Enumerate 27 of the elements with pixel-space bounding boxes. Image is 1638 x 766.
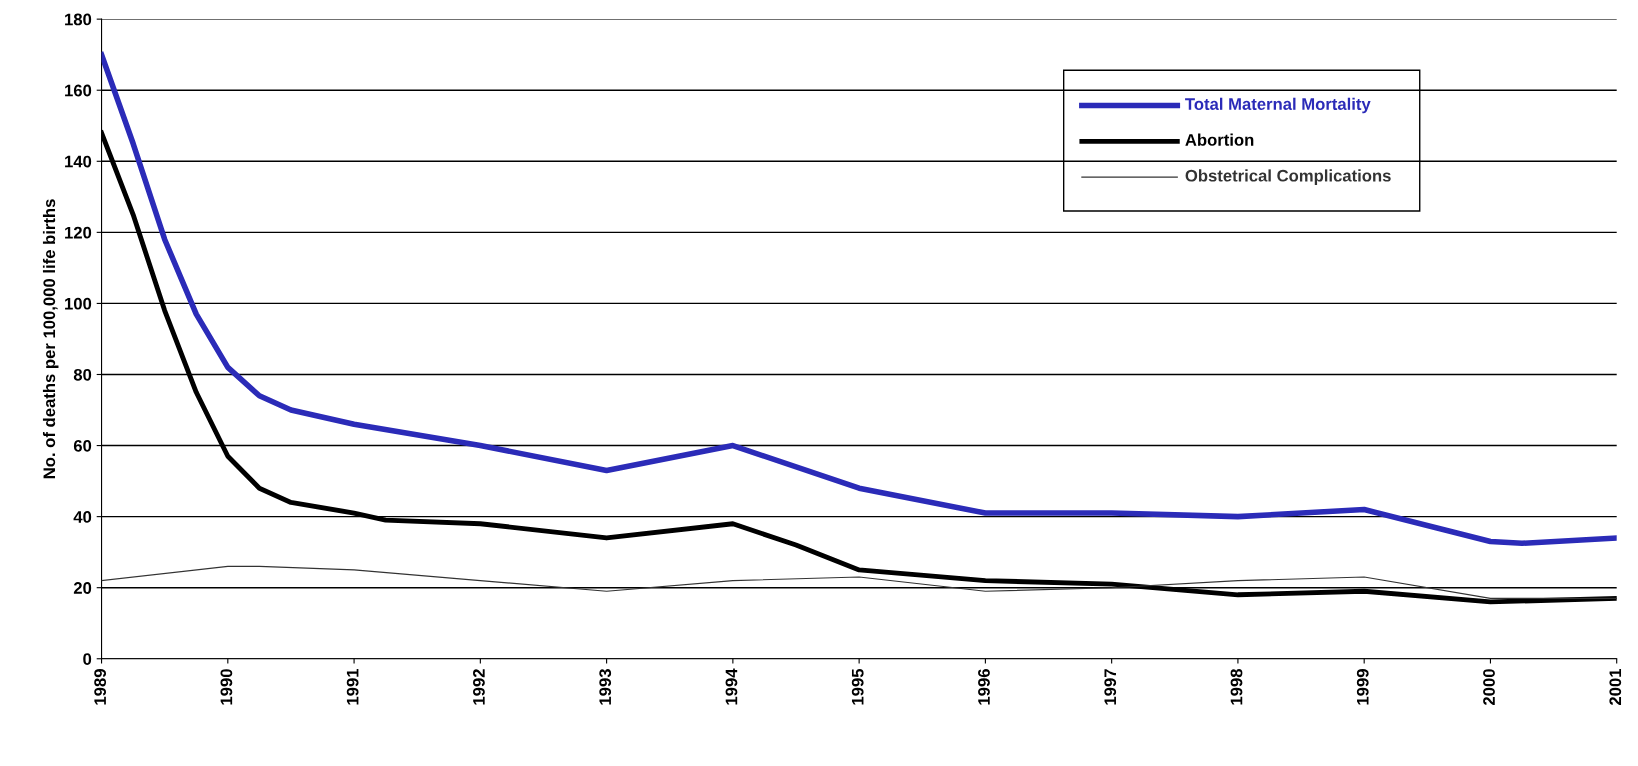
y-tick-label: 120 (65, 226, 92, 239)
y-tick-label: 160 (65, 84, 92, 97)
text: Abortion (1185, 133, 1254, 146)
text: Total Maternal Mortality (1185, 97, 1371, 114)
x-tick-label: 1991 (346, 668, 359, 705)
x-tick-label: 1994 (725, 668, 738, 705)
y-axis-title: No. of deaths per 100,000 life births (42, 199, 59, 479)
x-tick-label: 1992 (473, 669, 485, 705)
x-tick-label: 1998 (1230, 668, 1243, 705)
x-tick-label: 1996 (978, 669, 990, 705)
y-tick-label: 0 (83, 653, 92, 665)
x-tick-label: 1997 (1104, 669, 1117, 705)
y-tick-label: 180 (65, 13, 92, 26)
x-tick-label: 1999 (1356, 669, 1369, 705)
text: Obstetrical Complications (1185, 169, 1391, 185)
y-tick-label: 20 (73, 582, 92, 594)
x-tick-label: 1993 (599, 669, 612, 705)
y-tick-label: 60 (73, 439, 92, 452)
x-tick-label: 1990 (220, 669, 233, 705)
x-tick-label: 2001 (1609, 668, 1622, 705)
y-tick-label: 40 (73, 511, 92, 523)
y-tick-label: 100 (65, 297, 92, 310)
x-tick-label: 1989 (94, 669, 107, 705)
x-tick-label: 1995 (851, 668, 864, 705)
y-tick-label: 80 (73, 368, 92, 381)
x-tick-label: 2000 (1483, 669, 1495, 705)
y-tick-label: 140 (65, 155, 92, 168)
